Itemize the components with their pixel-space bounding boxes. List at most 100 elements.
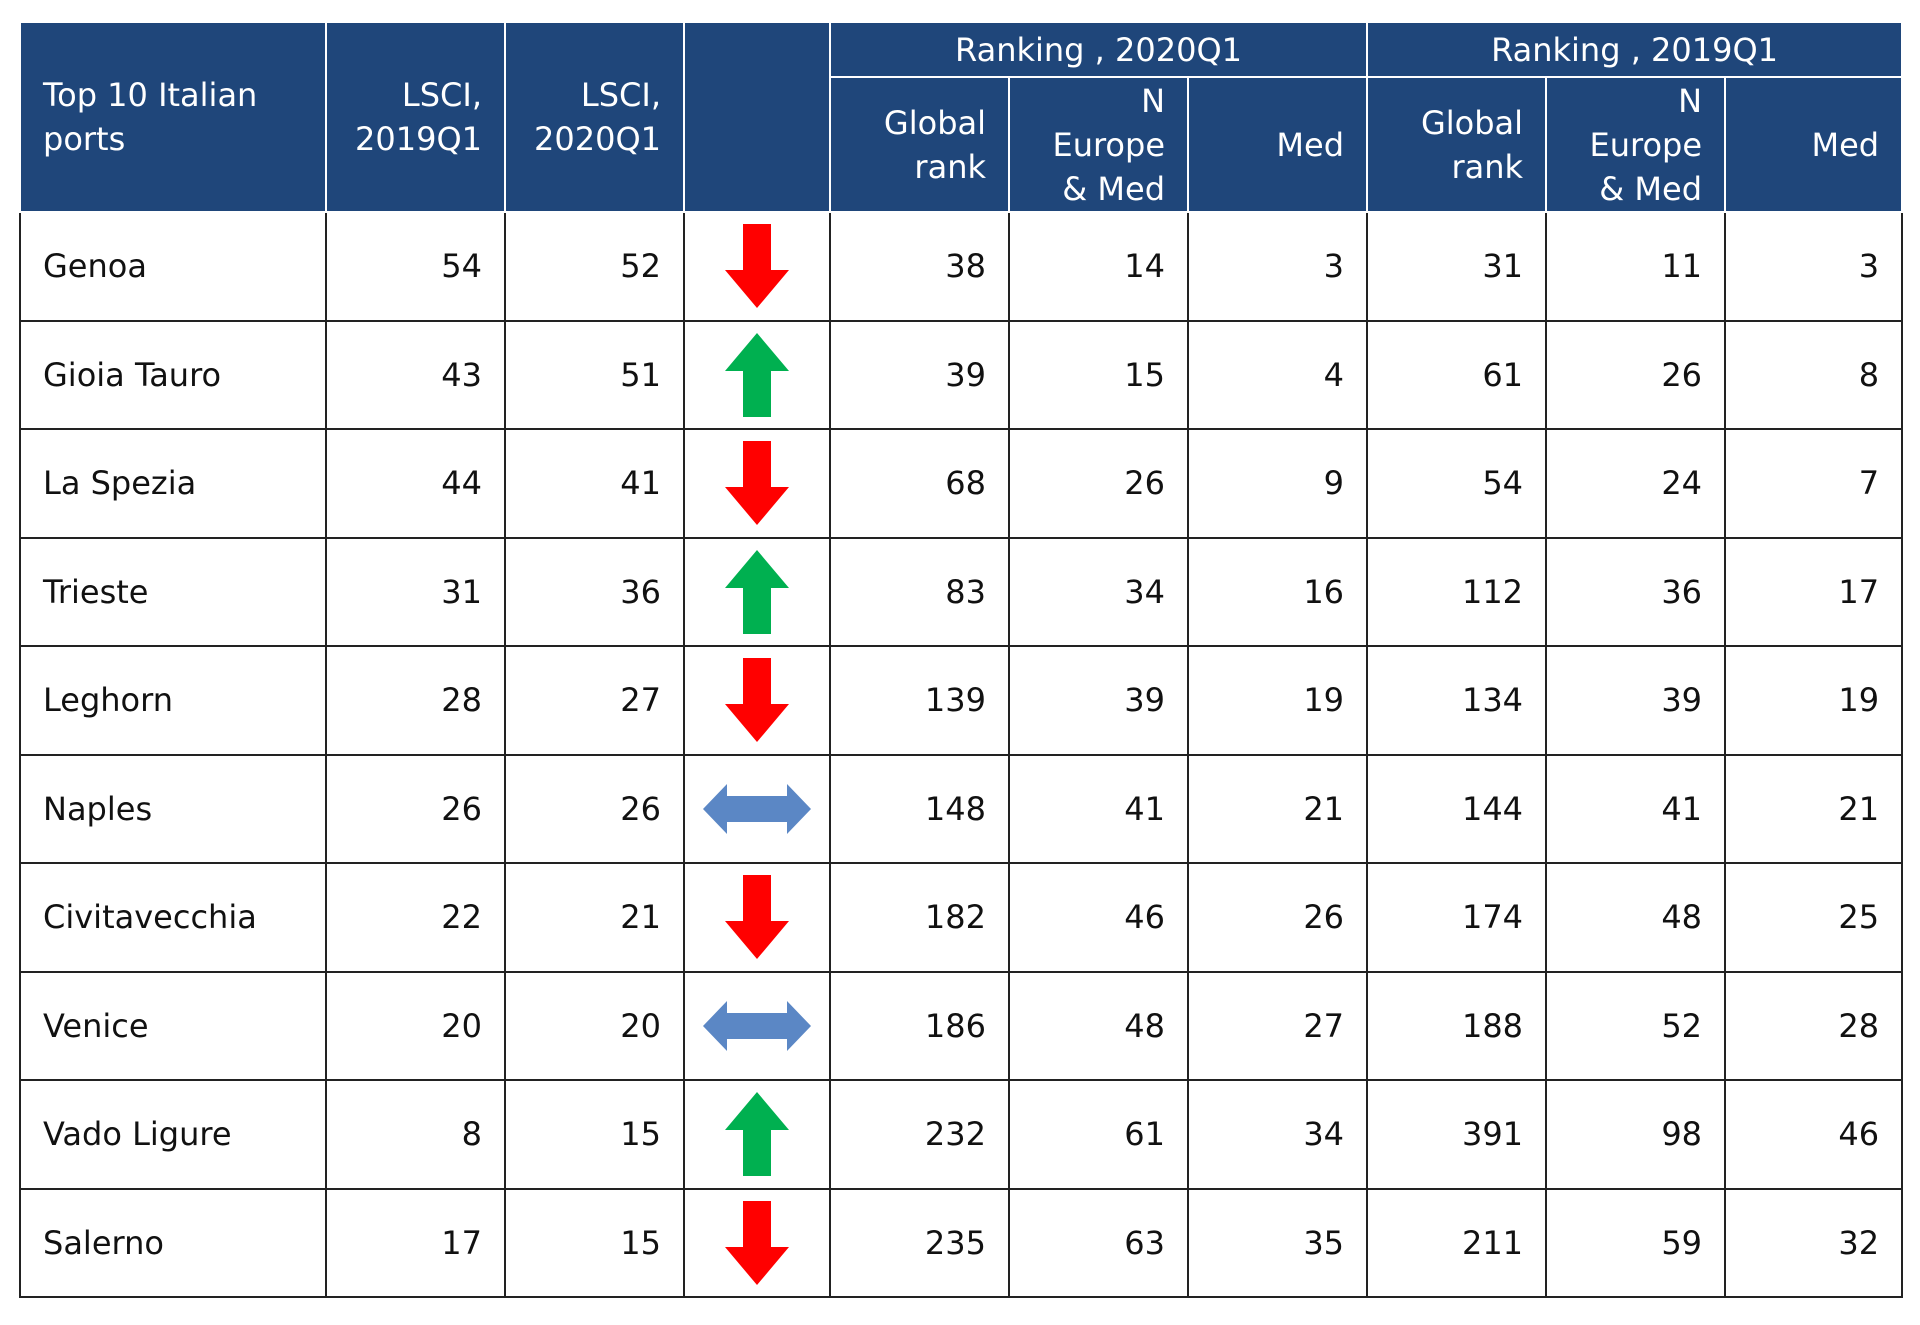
port-cell: Civitavecchia	[19, 862, 327, 973]
table-row: La Spezia 44 41 68 26 9 54 24 7	[19, 428, 1904, 539]
table-body: Genoa 54 52 38 14 3 31 11 3 Gioia Tauro 43 51 39 15 4 6…	[19, 211, 1904, 1298]
n-europe-med-2020-cell: 15	[1008, 319, 1189, 430]
n-europe-med-2020-cell: 48	[1008, 970, 1189, 1081]
header-port: Top 10 Italian ports	[19, 21, 327, 213]
med-2019-cell: 7	[1724, 428, 1904, 539]
n-europe-med-2020-cell: 14	[1008, 211, 1189, 322]
lsci-2020-cell: 51	[504, 319, 685, 430]
global-rank-2019-cell: 174	[1366, 862, 1548, 973]
med-2019-cell: 8	[1724, 319, 1904, 430]
arrow-down-icon	[725, 1200, 789, 1285]
n-europe-med-2020-cell: 46	[1008, 862, 1189, 973]
arrow-down-icon	[725, 658, 789, 743]
global-rank-2020-cell: 38	[829, 211, 1010, 322]
lsci-2019-cell: 17	[325, 1187, 506, 1298]
trend-cell	[683, 536, 831, 647]
lsci-2019-cell: 20	[325, 970, 506, 1081]
n-europe-med-2019-cell: 41	[1545, 753, 1727, 864]
med-2019-cell: 3	[1724, 211, 1904, 322]
table-row: Trieste 31 36 83 34 16 112 36 17	[19, 536, 1904, 647]
global-rank-2020-cell: 39	[829, 319, 1010, 430]
table-row: Venice 20 20 186 48 27 188 52 28	[19, 970, 1904, 1081]
port-cell: Gioia Tauro	[19, 319, 327, 430]
table-row: Salerno 17 15 235 63 35 211 59 32	[19, 1187, 1904, 1298]
port-cell: Naples	[19, 753, 327, 864]
n-europe-med-2019-cell: 36	[1545, 536, 1727, 647]
header-lsci-2019: LSCI, 2019Q1	[325, 21, 506, 213]
global-rank-2020-cell: 182	[829, 862, 1010, 973]
port-cell: Leghorn	[19, 645, 327, 756]
med-2020-cell: 19	[1186, 645, 1369, 756]
med-2020-cell: 3	[1186, 211, 1369, 322]
n-europe-med-2020-cell: 41	[1008, 753, 1189, 864]
trend-cell	[683, 211, 831, 322]
trend-cell	[683, 428, 831, 539]
n-europe-med-2019-cell: 98	[1545, 1079, 1727, 1190]
med-2020-cell: 9	[1186, 428, 1369, 539]
global-rank-2019-cell: 188	[1366, 970, 1548, 1081]
header-group-ranking-2020: Ranking , 2020Q1	[828, 21, 1369, 78]
header-n-europe-med-2020: N Europe & Med	[1008, 76, 1189, 213]
arrow-down-icon	[725, 875, 789, 960]
table-header: Top 10 Italian ports LSCI, 2019Q1 LSCI, …	[19, 21, 1904, 213]
port-cell: Vado Ligure	[19, 1079, 327, 1190]
med-2020-cell: 35	[1186, 1187, 1369, 1298]
arrow-up-icon	[725, 549, 789, 634]
global-rank-2019-cell: 61	[1366, 319, 1548, 430]
med-2020-cell: 4	[1186, 319, 1369, 430]
med-2019-cell: 46	[1724, 1079, 1904, 1190]
arrow-up-icon	[725, 332, 789, 417]
lsci-2020-cell: 52	[504, 211, 685, 322]
arrow-flat-icon	[703, 783, 811, 834]
global-rank-2019-cell: 144	[1366, 753, 1548, 864]
lsci-2019-cell: 54	[325, 211, 506, 322]
header-global-rank-2020: Global rank	[829, 76, 1010, 213]
med-2019-cell: 19	[1724, 645, 1904, 756]
trend-cell	[683, 970, 831, 1081]
lsci-2019-cell: 31	[325, 536, 506, 647]
table-row: Leghorn 28 27 139 39 19 134 39 19	[19, 645, 1904, 756]
n-europe-med-2020-cell: 39	[1008, 645, 1189, 756]
arrow-down-icon	[725, 441, 789, 526]
lsci-2020-cell: 26	[504, 753, 685, 864]
global-rank-2019-cell: 54	[1366, 428, 1548, 539]
med-2019-cell: 17	[1724, 536, 1904, 647]
trend-cell	[683, 645, 831, 756]
lsci-2019-cell: 8	[325, 1079, 506, 1190]
global-rank-2020-cell: 235	[829, 1187, 1010, 1298]
n-europe-med-2019-cell: 59	[1545, 1187, 1727, 1298]
n-europe-med-2020-cell: 63	[1008, 1187, 1189, 1298]
n-europe-med-2019-cell: 52	[1545, 970, 1727, 1081]
global-rank-2020-cell: 68	[829, 428, 1010, 539]
lsci-2020-cell: 20	[504, 970, 685, 1081]
header-trend	[683, 21, 831, 213]
med-2019-cell: 25	[1724, 862, 1904, 973]
med-2019-cell: 28	[1724, 970, 1904, 1081]
header-global-rank-2019: Global rank	[1366, 76, 1548, 213]
header-med-2020: Med	[1186, 76, 1369, 213]
n-europe-med-2020-cell: 61	[1008, 1079, 1189, 1190]
lsci-2020-cell: 36	[504, 536, 685, 647]
med-2020-cell: 16	[1186, 536, 1369, 647]
arrow-flat-icon	[703, 1000, 811, 1051]
trend-cell	[683, 319, 831, 430]
global-rank-2019-cell: 31	[1366, 211, 1548, 322]
global-rank-2019-cell: 134	[1366, 645, 1548, 756]
header-n-europe-med-2019: N Europe & Med	[1545, 76, 1727, 213]
n-europe-med-2020-cell: 26	[1008, 428, 1189, 539]
med-2019-cell: 32	[1724, 1187, 1904, 1298]
lsci-2020-cell: 27	[504, 645, 685, 756]
port-cell: Genoa	[19, 211, 327, 322]
table-row: Genoa 54 52 38 14 3 31 11 3	[19, 211, 1904, 322]
n-europe-med-2020-cell: 34	[1008, 536, 1189, 647]
global-rank-2019-cell: 391	[1366, 1079, 1548, 1190]
n-europe-med-2019-cell: 39	[1545, 645, 1727, 756]
lsci-2020-cell: 15	[504, 1079, 685, 1190]
med-2020-cell: 26	[1186, 862, 1369, 973]
med-2020-cell: 34	[1186, 1079, 1369, 1190]
n-europe-med-2019-cell: 11	[1545, 211, 1727, 322]
lsci-2019-cell: 43	[325, 319, 506, 430]
trend-cell	[683, 862, 831, 973]
lsci-2019-cell: 22	[325, 862, 506, 973]
global-rank-2020-cell: 232	[829, 1079, 1010, 1190]
